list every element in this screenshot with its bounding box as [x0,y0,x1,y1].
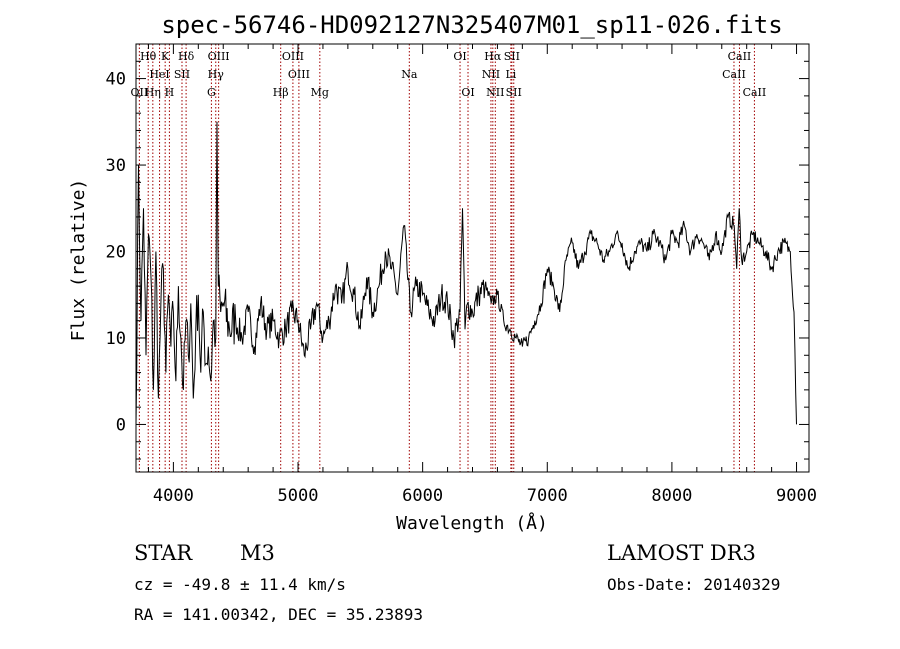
line-label-17: OII [131,86,149,99]
line-label-7: SII [504,50,520,63]
line-label-9: HeI [149,68,169,81]
y-tick-label: 40 [106,70,126,90]
line-label-16: CaII [722,68,746,81]
x-axis-label: Wavelength (Å) [396,512,548,534]
spectral-line-markers [138,44,755,472]
y-tick-label: 10 [106,329,126,349]
line-label-2: Hδ [178,50,195,63]
x-tick-label: 7000 [527,486,568,506]
line-label-5: OI [453,50,466,63]
plot-frame [135,43,810,473]
ra-dec-coordinates: RA = 141.00342, DEC = 35.23893 [134,605,423,624]
observation-date: Obs-Date: 20140329 [607,575,780,594]
redshift-cz: cz = -49.8 ± 11.4 km/s [134,575,346,594]
object-subclass: M3 [240,541,275,565]
line-label-4: OIII [282,50,304,63]
flux-series-line [135,121,797,425]
line-label-19: H [165,86,175,99]
line-label-15: Li [505,68,516,81]
line-label-8: CaII [728,50,752,63]
line-label-21: Hβ [273,86,289,99]
survey-name: LAMOST DR3 [607,541,756,565]
line-label-22: Mg [311,86,329,99]
line-label-6: Hα [484,50,502,63]
y-tick-label: 20 [106,243,126,263]
x-tick-label: 5000 [278,486,319,506]
chart-title: spec-56746-HD092127N325407M01_sp11-026.f… [161,11,782,39]
x-tick-label: 8000 [651,486,692,506]
line-label-20: G [207,86,216,99]
line-label-13: Na [401,68,418,81]
line-label-0: Hθ [140,50,157,63]
line-label-3: OIII [208,50,230,63]
line-label-24: NII [486,86,504,99]
x-tick-label: 4000 [153,486,194,506]
line-label-23: OI [461,86,474,99]
axis-ticks [136,43,809,472]
line-label-26: CaII [743,86,767,99]
y-tick-label: 0 [116,415,126,435]
line-label-10: SII [174,68,190,81]
x-tick-label: 6000 [402,486,443,506]
line-label-12: OIII [288,68,310,81]
line-label-11: Hγ [208,68,225,81]
line-label-25: SII [506,86,522,99]
x-tick-label: 9000 [776,486,817,506]
y-axis-label: Flux (relative) [68,179,89,342]
line-label-14: NII [482,68,500,81]
y-tick-label: 30 [106,156,126,176]
line-label-1: K [161,50,170,63]
axis-tick-labels: 4000 5000 6000 7000 8000 9000 0 10 20 30 40 [106,70,817,506]
object-class: STAR [134,541,193,565]
line-label-18: Hη [145,86,161,99]
